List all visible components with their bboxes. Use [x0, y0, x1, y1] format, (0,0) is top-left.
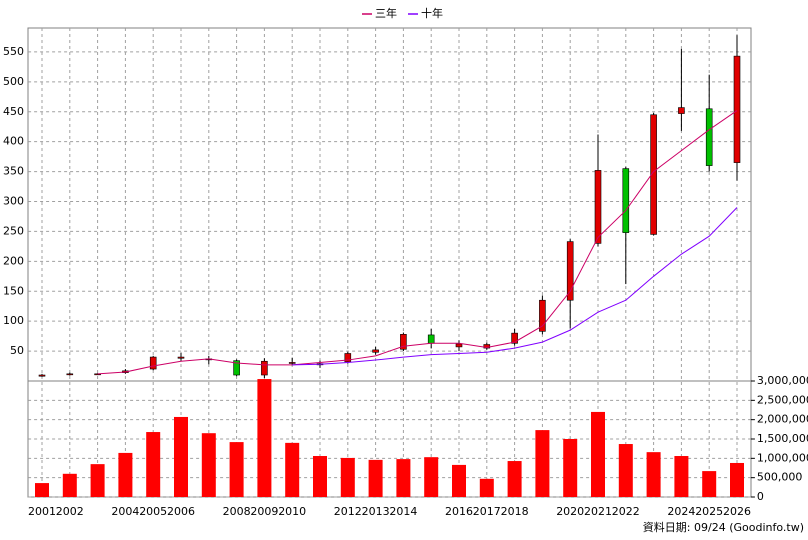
candle-body — [66, 373, 74, 376]
candle-body — [650, 114, 657, 235]
candle-body — [372, 349, 379, 353]
volume-bar — [340, 457, 355, 497]
candle-body — [678, 107, 685, 114]
legend-label: 十年 — [421, 6, 443, 20]
candle-body — [483, 344, 491, 349]
x-tick-label: 2004 — [111, 505, 139, 518]
volume-bar — [257, 379, 272, 497]
y2-tick-label: 3,000,000 — [757, 374, 808, 387]
candle-body — [427, 334, 435, 344]
volume-bar — [313, 456, 327, 497]
x-tick-label: 2024 — [667, 505, 695, 518]
x-tick-label: 2013 — [362, 505, 390, 518]
volume-bar — [452, 464, 466, 497]
volume-bar — [146, 432, 161, 497]
footer: 資料日期: 09/24 (Goodinfo.tw) — [643, 520, 804, 534]
volume-bar — [535, 430, 550, 497]
candle-body — [177, 356, 185, 359]
candle-body — [622, 168, 630, 233]
y-tick-label: 100 — [3, 314, 24, 327]
volume-bar — [396, 459, 411, 497]
volume-bar — [368, 459, 383, 497]
volume-bar — [591, 411, 605, 497]
y2-tick-label: 1,000,000 — [757, 451, 808, 464]
candle-body — [261, 360, 268, 376]
candle-body — [344, 353, 352, 363]
volume-bar — [118, 452, 133, 497]
volume-bar — [618, 444, 633, 497]
x-tick-label: 2005 — [139, 505, 167, 518]
ma-line — [292, 207, 738, 366]
x-tick-label: 2006 — [167, 505, 195, 518]
x-tick-label: 2002 — [56, 505, 84, 518]
y-tick-label: 300 — [3, 195, 24, 208]
candle-body — [400, 334, 407, 350]
x-tick-label: 2018 — [501, 505, 529, 518]
x-tick-label: 2025 — [695, 505, 723, 518]
y2-tick-label: 2,000,000 — [757, 413, 808, 426]
candle-body — [733, 55, 741, 163]
candle-body — [288, 362, 296, 364]
legend-label: 三年 — [375, 6, 397, 20]
y-tick-label: 350 — [3, 165, 24, 178]
y2-tick-label: 2,500,000 — [757, 393, 808, 406]
volume-bar — [229, 442, 244, 497]
y2-tick-label: 500,000 — [757, 471, 803, 484]
candle-body — [511, 332, 518, 344]
x-tick-label: 2010 — [278, 505, 306, 518]
y2-tick-label: 0 — [757, 490, 764, 503]
x-tick-label: 2001 — [28, 505, 56, 518]
volume-bar — [35, 483, 49, 497]
volume-bar — [201, 433, 216, 497]
volume-bar — [285, 442, 300, 497]
candle-body — [566, 241, 574, 301]
y-tick-label: 50 — [10, 344, 24, 357]
y-tick-label: 500 — [3, 75, 24, 88]
candle-body — [705, 108, 713, 166]
candle-body — [149, 356, 157, 370]
x-tick-label: 2021 — [584, 505, 612, 518]
candle-body — [455, 343, 463, 348]
y2-tick-label: 1,500,000 — [757, 432, 808, 445]
volume-bar — [479, 478, 494, 497]
x-tick-label: 2017 — [473, 505, 501, 518]
y-tick-label: 150 — [3, 284, 24, 297]
plot-frame — [27, 27, 752, 498]
x-tick-label: 2008 — [223, 505, 251, 518]
x-tick-label: 2026 — [723, 505, 751, 518]
y-tick-label: 200 — [3, 254, 24, 267]
x-tick-label: 2020 — [556, 505, 584, 518]
y-tick-label: 250 — [3, 224, 24, 237]
candle-body — [233, 360, 240, 376]
y-tick-label: 450 — [3, 105, 24, 118]
volume-bar — [702, 471, 717, 497]
candle-body — [594, 170, 602, 244]
y-tick-label: 400 — [3, 135, 24, 148]
candle-body — [38, 374, 46, 377]
ma-line — [97, 110, 738, 375]
y-tick-label: 550 — [3, 45, 24, 58]
volume-bar — [730, 462, 744, 497]
x-tick-label: 2022 — [612, 505, 640, 518]
volume-bar — [646, 452, 661, 497]
x-tick-label: 2014 — [389, 505, 417, 518]
volume-bar — [90, 464, 105, 497]
x-tick-label: 2016 — [445, 505, 473, 518]
volume-bar — [62, 473, 77, 497]
x-tick-label: 2009 — [250, 505, 278, 518]
volume-bar — [507, 461, 522, 497]
candle-body — [539, 299, 546, 332]
volume-bar — [424, 457, 439, 497]
x-tick-label: 2012 — [334, 505, 362, 518]
volume-bar — [563, 439, 578, 497]
volume-bar — [174, 416, 188, 497]
volume-bar — [674, 456, 689, 497]
